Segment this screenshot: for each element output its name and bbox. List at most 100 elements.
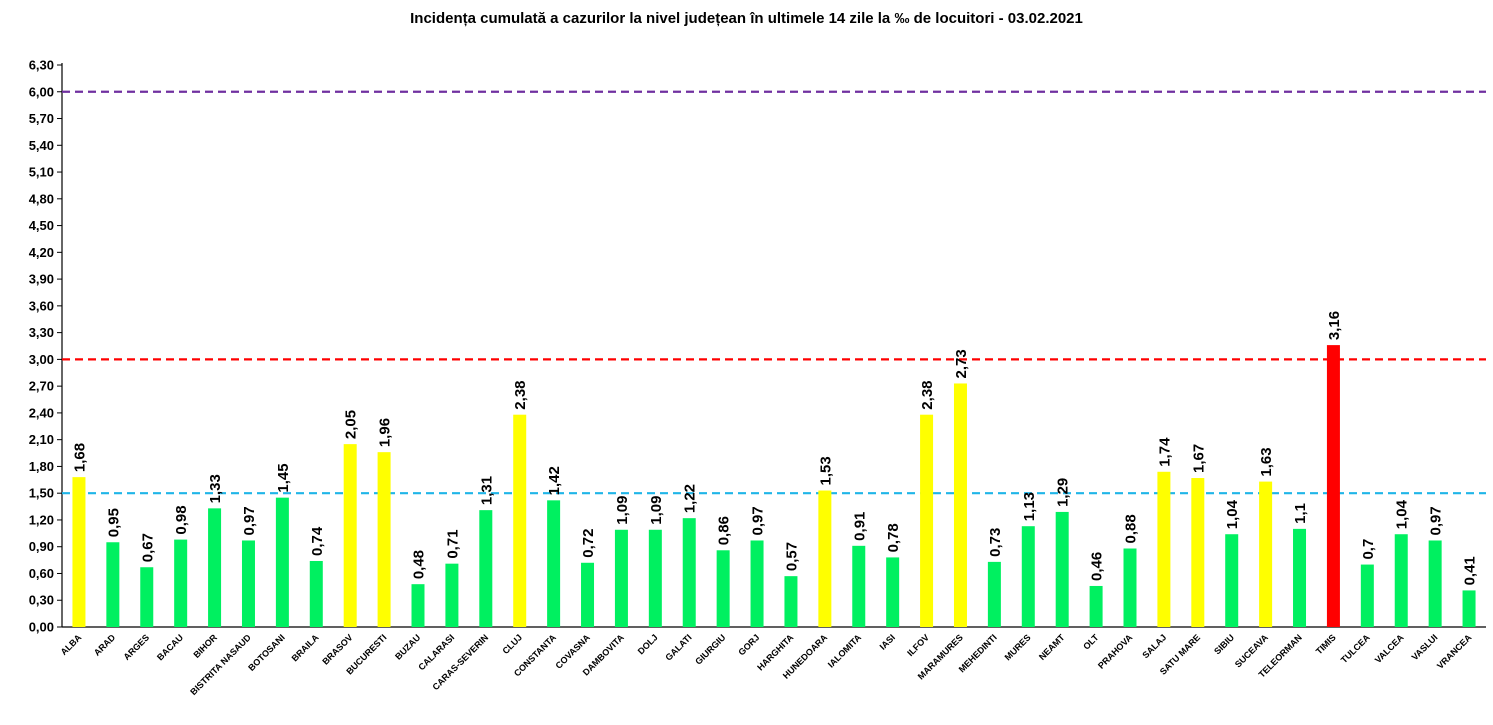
value-label: 0,7 bbox=[1360, 539, 1377, 560]
value-label: 1,04 bbox=[1394, 499, 1411, 529]
value-label: 0,86 bbox=[716, 516, 733, 545]
value-label: 2,38 bbox=[512, 380, 529, 409]
value-label: 1,63 bbox=[1258, 447, 1275, 476]
value-label: 0,97 bbox=[241, 506, 258, 535]
value-label: 0,41 bbox=[1462, 556, 1479, 585]
value-label: 0,88 bbox=[1123, 514, 1140, 543]
bar bbox=[886, 557, 900, 627]
bar bbox=[920, 414, 934, 627]
y-tick-label: 4,80 bbox=[29, 191, 54, 206]
category-label: VALCEA bbox=[1373, 632, 1406, 665]
category-label: ILFOV bbox=[905, 632, 931, 658]
bar bbox=[275, 497, 289, 627]
y-tick-label: 0,60 bbox=[29, 566, 54, 581]
y-tick-label: 5,40 bbox=[29, 138, 54, 153]
category-label: TIMIS bbox=[1314, 632, 1338, 656]
bar bbox=[682, 518, 696, 627]
bar bbox=[547, 500, 561, 627]
value-label: 0,48 bbox=[411, 550, 428, 579]
bar bbox=[1394, 534, 1408, 627]
bar bbox=[411, 584, 425, 627]
category-label: ARGES bbox=[121, 632, 151, 662]
value-label: 1,42 bbox=[546, 466, 563, 495]
y-tick-label: 2,70 bbox=[29, 379, 54, 394]
category-label: IASI bbox=[878, 632, 897, 651]
y-tick-label: 6,00 bbox=[29, 84, 54, 99]
bar bbox=[106, 542, 120, 627]
value-label: 0,73 bbox=[987, 528, 1004, 557]
y-tick-label: 6,30 bbox=[29, 58, 54, 73]
y-tick-label: 3,30 bbox=[29, 325, 54, 340]
category-label: BRASOV bbox=[320, 632, 354, 666]
category-label: SIBIU bbox=[1212, 632, 1236, 656]
category-label: ALBA bbox=[59, 632, 84, 657]
bar bbox=[1055, 511, 1069, 627]
bar bbox=[1157, 471, 1171, 627]
bar bbox=[581, 562, 595, 627]
value-label: 0,97 bbox=[1428, 506, 1445, 535]
value-label: 1,09 bbox=[648, 496, 665, 525]
value-label: 0,46 bbox=[1089, 552, 1106, 581]
bar bbox=[1225, 534, 1239, 627]
category-label: OLT bbox=[1081, 632, 1101, 652]
bar bbox=[241, 540, 255, 627]
value-label: 0,97 bbox=[750, 506, 767, 535]
category-label: BUZAU bbox=[393, 632, 422, 661]
y-tick-label: 5,10 bbox=[29, 165, 54, 180]
y-tick-label: 1,80 bbox=[29, 459, 54, 474]
value-label: 2,73 bbox=[953, 349, 970, 378]
value-label: 0,67 bbox=[139, 533, 156, 562]
category-label: ARAD bbox=[92, 632, 118, 658]
bar bbox=[1123, 548, 1137, 627]
y-tick-label: 3,60 bbox=[29, 298, 54, 313]
y-tick-label: 0,00 bbox=[29, 620, 54, 635]
y-tick-label: 0,30 bbox=[29, 593, 54, 608]
bar bbox=[750, 540, 764, 627]
y-tick-label: 2,10 bbox=[29, 432, 54, 447]
value-label: 1,96 bbox=[377, 418, 394, 447]
category-label: GALATI bbox=[663, 632, 693, 662]
bar bbox=[1428, 540, 1442, 627]
value-label: 0,95 bbox=[105, 508, 122, 537]
bar bbox=[1191, 478, 1205, 627]
bar bbox=[174, 539, 188, 627]
value-label: 1,74 bbox=[1156, 437, 1173, 467]
y-tick-label: 1,20 bbox=[29, 512, 54, 527]
y-tick-label: 4,50 bbox=[29, 218, 54, 233]
bar bbox=[309, 560, 323, 627]
y-tick-label: 0,90 bbox=[29, 539, 54, 554]
category-label: BACAU bbox=[155, 632, 185, 662]
y-tick-label: 3,90 bbox=[29, 272, 54, 287]
value-label: 1,68 bbox=[71, 443, 88, 472]
category-label: BIHOR bbox=[191, 632, 219, 660]
value-label: 1,67 bbox=[1190, 444, 1207, 473]
category-label: GORJ bbox=[736, 632, 761, 657]
category-label: BRAILA bbox=[290, 632, 321, 663]
y-tick-label: 5,70 bbox=[29, 111, 54, 126]
value-label: 0,78 bbox=[885, 523, 902, 552]
bar bbox=[72, 477, 86, 627]
bar bbox=[513, 414, 527, 627]
bar bbox=[1293, 528, 1307, 627]
value-label: 1,29 bbox=[1055, 478, 1072, 507]
bar bbox=[377, 452, 391, 627]
category-label: PRAHOVA bbox=[1096, 632, 1135, 671]
bar bbox=[479, 510, 493, 627]
category-label: VASLUI bbox=[1410, 632, 1440, 662]
category-label: SALAJ bbox=[1140, 632, 1168, 660]
value-label: 1,1 bbox=[1292, 503, 1309, 524]
value-label: 1,13 bbox=[1021, 492, 1038, 521]
value-label: 2,38 bbox=[919, 380, 936, 409]
chart-title: Incidența cumulată a cazurilor la nivel … bbox=[410, 10, 1083, 27]
bar bbox=[208, 508, 222, 627]
y-tick-label: 1,50 bbox=[29, 486, 54, 501]
bar bbox=[818, 490, 832, 627]
value-label: 3,16 bbox=[1326, 311, 1343, 340]
category-label: CLUJ bbox=[500, 632, 524, 656]
category-label: BOTOSANI bbox=[246, 632, 287, 673]
value-label: 1,31 bbox=[478, 476, 495, 505]
value-label: 0,74 bbox=[309, 526, 326, 556]
value-label: 1,53 bbox=[817, 456, 834, 485]
